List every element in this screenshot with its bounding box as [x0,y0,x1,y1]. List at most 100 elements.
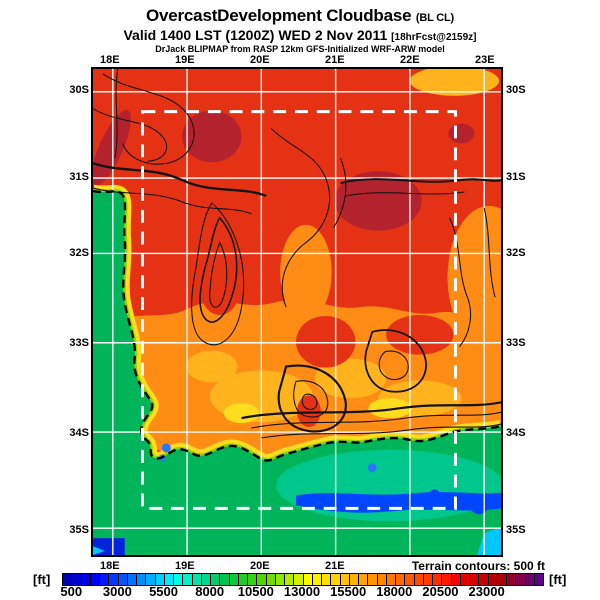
colorbar-segment [183,574,193,585]
colorbar-segment [359,574,369,585]
amber-patches [186,350,462,424]
terrain-contour-note: Terrain contours: 500 ft [411,559,545,573]
dark-red-patches [93,109,475,231]
lon-label-bottom: 18E [100,560,120,572]
valid-time: Valid 1400 LST (1200Z) WED 2 Nov 2011 [123,26,388,43]
colorbar-segment [470,574,480,585]
lon-label-top: 22E [400,54,420,66]
lon-label-top: 21E [325,54,345,66]
title-block: OvercastDevelopment Cloudbase (BL CL) Va… [0,6,600,54]
colorbar-segment [507,574,517,585]
colorbar-segment [201,574,211,585]
lat-label-left: 34S [69,427,89,439]
colorbar-tick-label: 20500 [422,584,459,599]
latlon-grid [93,69,501,555]
colorbar-segment [72,574,82,585]
colorbar-segment [229,574,239,585]
lat-label-left: 35S [69,524,89,536]
lat-label-left: 33S [69,337,89,349]
colorbar-segment [405,574,415,585]
forecast-hour: [18hrFcst@2159z] [391,31,477,43]
lon-label-bottom: 19E [175,560,195,572]
colorbar-segment [174,574,184,585]
colorbar-segment [238,574,248,585]
colorbar-unit-left: [ft] [33,572,51,587]
colorbar-segment [155,574,165,585]
colorbar-segment [118,574,128,585]
colorbar-segment [451,574,461,585]
cloudbase-heatmap [93,69,501,555]
colorbar-segment [516,574,526,585]
red-pockets [199,263,454,428]
colorbar-segment [127,574,137,585]
lat-label-right: 35S [506,524,526,536]
lat-label-right: 32S [506,247,526,259]
lat-label-left: 31S [69,171,89,183]
colorbar-segment [349,574,359,585]
lat-label-right: 31S [506,171,526,183]
model-attribution: DrJack BLIPMAP from RASP 12km GFS-Initia… [155,44,445,55]
colorbar-segment [257,574,267,585]
colorbar-segment [368,574,378,585]
title-suffix: (BL CL) [415,12,454,24]
colorbar-segment [63,574,73,585]
lon-label-top: 18E [100,54,120,66]
lat-label-right: 34S [506,427,526,439]
colorbar-segment [497,574,507,585]
colorbar-tick-label: 10500 [237,584,274,599]
colorbar-tick-label: 8000 [195,584,225,599]
colorbar-segment [192,574,202,585]
colorbar-segment [137,574,147,585]
colorbar-segment [164,574,174,585]
lon-label-bottom: 20E [250,560,270,572]
colorbar [62,573,544,586]
colorbar-segment [488,574,498,585]
colorbar-segment [81,574,91,585]
title-main: OvercastDevelopment Cloudbase [145,6,412,25]
colorbar-tick-label: 13000 [283,584,321,599]
colorbar-tick-label: 23000 [468,584,505,599]
colorbar-segment [100,574,110,585]
colorbar-segment [294,574,304,585]
colorbar-tick-label: 3000 [102,584,132,599]
colorbar-tick-label: 18000 [376,584,413,599]
colorbar-segment [396,574,406,585]
colorbar-segment [312,574,322,585]
valid-time-line: Valid 1400 LST (1200Z) WED 2 Nov 2011 [1… [0,27,600,44]
lat-label-left: 32S [69,247,89,259]
colorbar-segment [377,574,387,585]
lat-label-right: 33S [506,337,526,349]
colorbar-segment [525,574,535,585]
colorbar-segment [460,574,470,585]
colorbar-segment [248,574,258,585]
colorbar-segment [322,574,332,585]
colorbar-segment [414,574,424,585]
colorbar-segment [442,574,452,585]
colorbar-segment [90,574,100,585]
colorbar-segment [109,574,119,585]
colorbar-segment [275,574,285,585]
lat-label-left: 30S [69,84,89,96]
colorbar-segment [433,574,443,585]
colorbar-tick-label: 5500 [149,584,178,599]
colorbar-segment [146,574,156,585]
lat-label-right: 30S [506,84,526,96]
colorbar-segment [386,574,396,585]
colorbar-segment [340,574,350,585]
colorbar-segment [303,574,313,585]
page-title: OvercastDevelopment Cloudbase (BL CL) [0,6,600,26]
colorbar-segment [479,574,489,585]
map-canvas [91,67,503,557]
colorbar-unit-right: [ft] [549,572,567,587]
lon-label-top: 19E [175,54,195,66]
colorbar-tick-label: 500 [60,584,83,599]
colorbar-segment [285,574,295,585]
colorbar-segment [220,574,230,585]
colorbar-segment [534,574,543,585]
domain-boundary [141,110,457,510]
colorbar-tick-label: 15500 [330,584,367,599]
colorbar-segment [211,574,221,585]
colorbar-segment [331,574,341,585]
colorbar-segment [266,574,276,585]
